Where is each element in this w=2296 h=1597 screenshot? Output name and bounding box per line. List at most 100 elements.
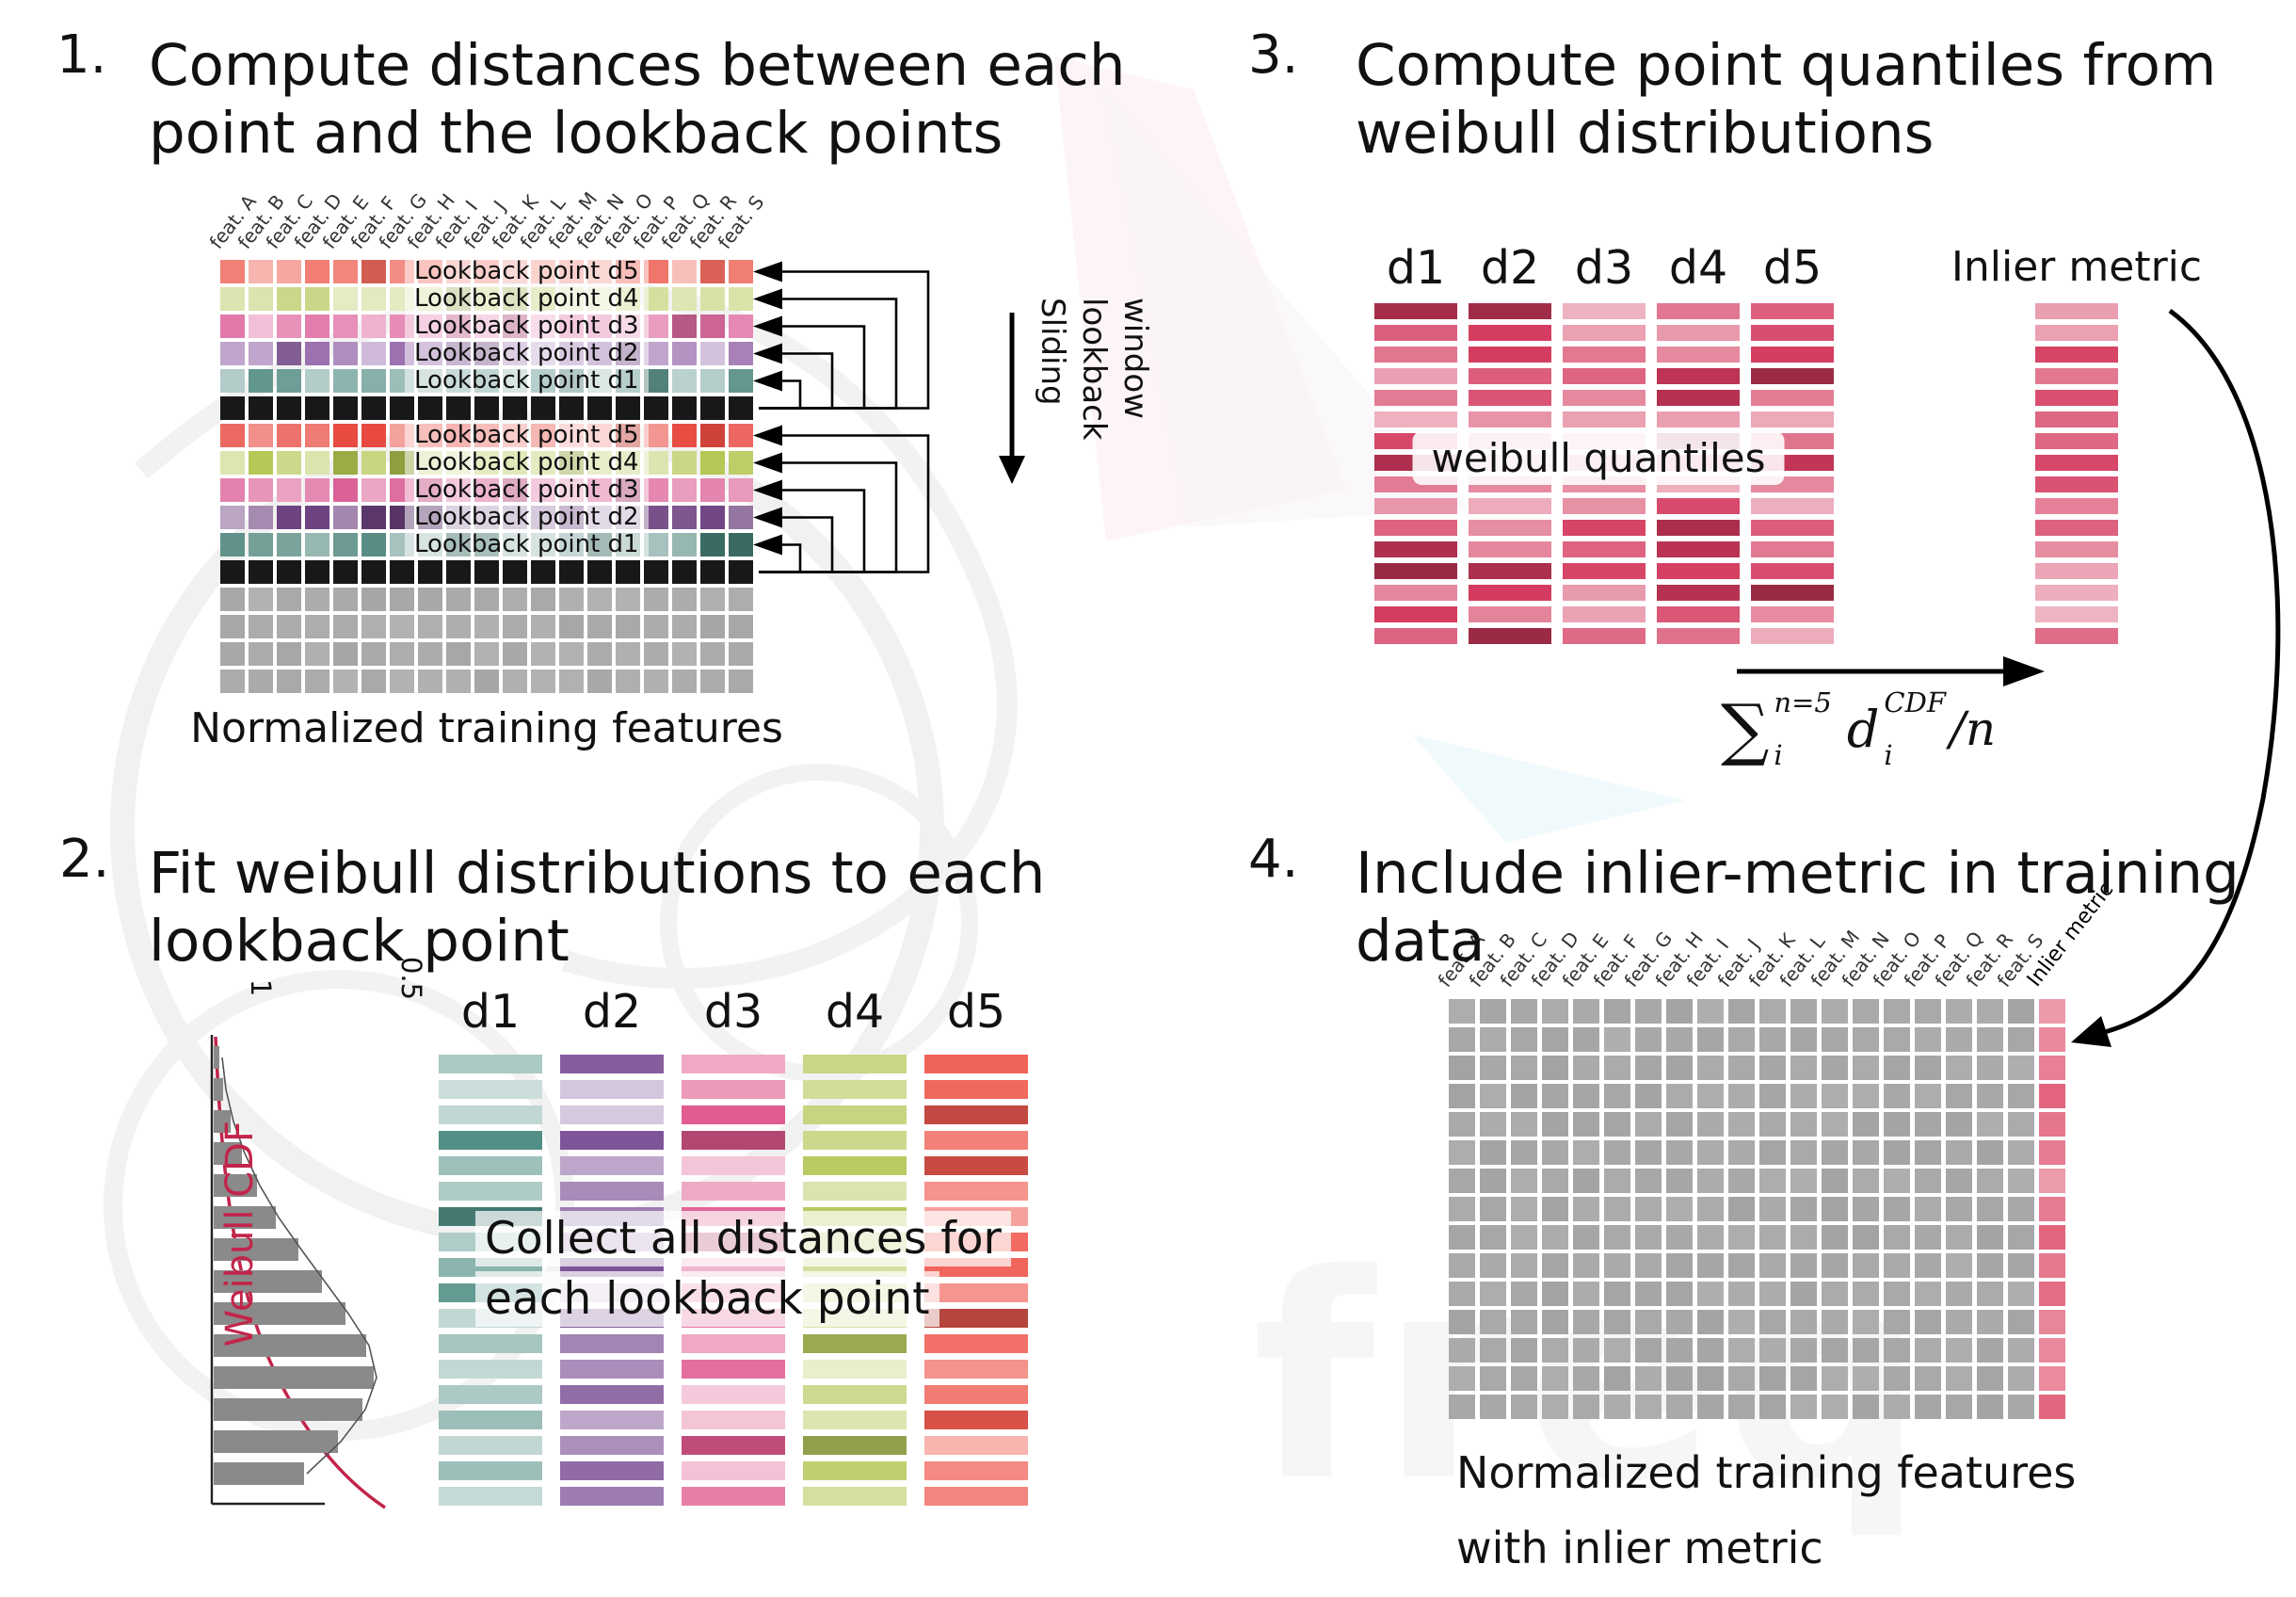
training-cell: [1977, 1253, 2003, 1278]
training-cell: [1946, 1140, 1972, 1165]
feature-cell: [700, 669, 725, 693]
quantile-bar: [2035, 325, 2118, 341]
step-3-title-line2: weibull distributions: [1356, 100, 1935, 167]
training-cell: [1853, 1225, 1879, 1250]
inlier-cell: [2039, 1310, 2065, 1334]
feature-cell: [729, 669, 753, 693]
training-cell: [1480, 999, 1506, 1024]
feature-cell: [305, 560, 329, 584]
training-cell: [1977, 1084, 2003, 1108]
training-cell: [1604, 1169, 1630, 1193]
training-cell: [2008, 1338, 2034, 1363]
feature-cell: [531, 396, 555, 420]
feature-cell: [277, 424, 301, 447]
feature-cell: [361, 642, 386, 666]
feature-cell: [305, 669, 329, 693]
training-cell: [1666, 1310, 1693, 1334]
feature-cell: [474, 669, 499, 693]
distance-bar: [682, 1461, 785, 1480]
quantile-bar: [1374, 628, 1457, 644]
training-cell: [1511, 1253, 1537, 1278]
training-cell: [1946, 1253, 1972, 1278]
step-1-title: Compute distances between each point and…: [149, 32, 1125, 168]
training-cell: [1573, 1169, 1599, 1193]
distance-bar: [682, 1385, 785, 1404]
training-cell: [1977, 1225, 2003, 1250]
training-cell: [1697, 1253, 1724, 1278]
training-cell: [1480, 1056, 1506, 1080]
distance-bar: [924, 1385, 1028, 1404]
training-cell: [1977, 1310, 2003, 1334]
training-cell: [1697, 1027, 1724, 1052]
formula-divided-by-n: /n: [1949, 702, 1997, 756]
training-cell: [1728, 1169, 1755, 1193]
quantile-bar: [1469, 498, 1551, 514]
training-cell: [1822, 1366, 1848, 1391]
feature-cell: [531, 560, 555, 584]
distance-bar: [560, 1334, 664, 1353]
quantile-bar: [1657, 585, 1740, 601]
feature-cell: [305, 642, 329, 666]
training-cell: [1728, 1056, 1755, 1080]
training-cell: [1542, 1169, 1568, 1193]
training-cell: [1790, 1225, 1817, 1250]
training-cell: [1728, 1282, 1755, 1306]
feature-cell: [220, 342, 245, 365]
distance-bar: [803, 1334, 907, 1353]
training-cell: [1511, 1056, 1537, 1080]
quantile-bar: [1751, 606, 1834, 622]
quantile-column-header: d2: [1480, 241, 1540, 295]
feature-cell: [587, 669, 612, 693]
distance-bar: [560, 1385, 664, 1404]
step-4-title: Include inlier-metric in training data: [1356, 840, 2240, 976]
step-3-number: 3.: [1248, 24, 1299, 86]
training-cell: [1511, 1084, 1537, 1108]
training-cell: [1977, 1140, 2003, 1165]
training-cell: [1728, 999, 1755, 1024]
feature-cell: [672, 396, 697, 420]
feature-cell: [616, 642, 640, 666]
sliding-line3: window: [1116, 298, 1154, 419]
step-4-title-line1: Include inlier-metric in training: [1356, 840, 2240, 907]
feature-cell: [220, 615, 245, 638]
feature-cell: [333, 260, 358, 283]
sliding-line1: Sliding: [1034, 298, 1071, 406]
inlier-cell: [2039, 1225, 2065, 1250]
training-cell: [1915, 1225, 1941, 1250]
feature-cell: [418, 560, 442, 584]
training-cell: [1542, 1366, 1568, 1391]
training-cell: [1822, 1169, 1848, 1193]
training-cell: [2008, 1056, 2034, 1080]
training-cell: [1542, 1084, 1568, 1108]
training-cell: [1759, 1253, 1786, 1278]
step-1-number: 1.: [56, 24, 107, 86]
formula-d-scripts: CDF i: [1884, 688, 1946, 769]
training-cell: [1946, 1395, 1972, 1419]
feature-cell: [361, 588, 386, 611]
quantile-bar: [1563, 541, 1646, 557]
training-cell: [1697, 1084, 1724, 1108]
inlier-cell: [2039, 1395, 2065, 1419]
training-cell: [1853, 1112, 1879, 1137]
quantile-bar: [1563, 368, 1646, 384]
feature-cell: [616, 615, 640, 638]
training-cell: [1480, 1338, 1506, 1363]
training-cell: [1728, 1027, 1755, 1052]
feature-cell: [644, 396, 668, 420]
feature-cell: [305, 615, 329, 638]
inlier-metric-header: Inlier metric: [1951, 243, 2203, 291]
lookback-row-label: Lookback point d2: [405, 503, 649, 532]
feature-cell: [531, 588, 555, 611]
quantile-bar: [1657, 303, 1740, 319]
distance-bar: [682, 1105, 785, 1124]
feature-cell: [333, 424, 358, 447]
feature-cell: [729, 588, 753, 611]
feature-cell: [616, 588, 640, 611]
feature-cell: [700, 260, 725, 283]
quantile-bar: [1751, 498, 1834, 514]
training-cell: [1790, 1084, 1817, 1108]
distance-bar: [682, 1360, 785, 1379]
feature-cell: [503, 560, 527, 584]
training-cell: [1728, 1253, 1755, 1278]
training-cell: [1853, 999, 1879, 1024]
